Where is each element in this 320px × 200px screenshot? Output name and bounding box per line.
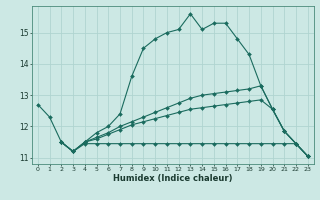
X-axis label: Humidex (Indice chaleur): Humidex (Indice chaleur) bbox=[113, 174, 233, 183]
